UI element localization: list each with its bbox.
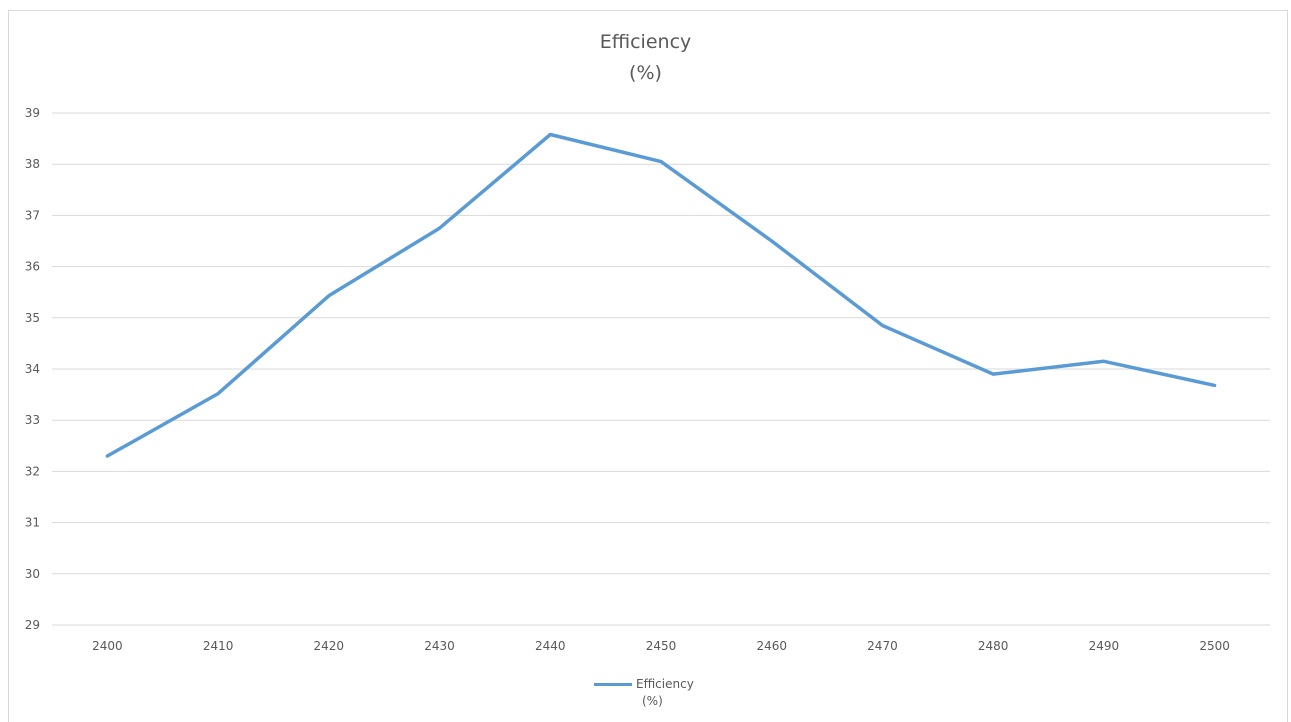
chart-title: Efficiency	[599, 31, 692, 53]
x-tick-label: 2460	[756, 639, 787, 653]
y-tick-label: 35	[25, 311, 40, 325]
y-tick-label: 37	[25, 208, 40, 222]
x-tick-label: 2400	[92, 639, 123, 653]
y-tick-label: 33	[25, 413, 40, 427]
x-tick-label: 2420	[314, 639, 345, 653]
y-tick-label: 32	[25, 464, 40, 478]
data-point-2500	[1213, 384, 1216, 387]
legend-label: Efficiency	[636, 677, 694, 691]
chart-title-unit: (%)	[629, 62, 662, 84]
y-tick-label: 29	[25, 618, 40, 632]
data-point-2480	[991, 372, 995, 376]
y-tick-label: 38	[25, 157, 40, 171]
y-tick-label: 31	[25, 516, 40, 530]
y-tick-label: 39	[25, 106, 40, 120]
data-point-2460	[770, 239, 773, 243]
legend-label-unit: (%)	[642, 694, 663, 708]
x-tick-label: 2470	[867, 639, 898, 653]
y-tick-label: 36	[25, 260, 40, 274]
data-point-2420	[327, 294, 331, 297]
x-tick-label: 2490	[1089, 639, 1120, 653]
data-point-2440	[549, 133, 552, 136]
x-tick-label: 2480	[978, 639, 1009, 653]
data-point-2470	[881, 324, 884, 327]
x-tick-label: 2430	[424, 639, 455, 653]
legend-line-swatch	[594, 683, 632, 686]
x-tick-label: 2440	[535, 639, 566, 653]
x-tick-label: 2450	[646, 639, 677, 653]
data-point-2430	[438, 227, 441, 230]
data-point-2410	[216, 392, 220, 395]
data-point-2450	[659, 160, 663, 163]
x-tick-label: 2500	[1199, 639, 1230, 653]
series-line-efficiency	[105, 132, 1217, 458]
y-tick-label: 34	[25, 362, 40, 376]
data-point-2490	[1102, 360, 1106, 363]
y-tick-label: 30	[25, 567, 40, 581]
data-point-2400	[106, 454, 109, 458]
x-tick-label: 2410	[203, 639, 234, 653]
